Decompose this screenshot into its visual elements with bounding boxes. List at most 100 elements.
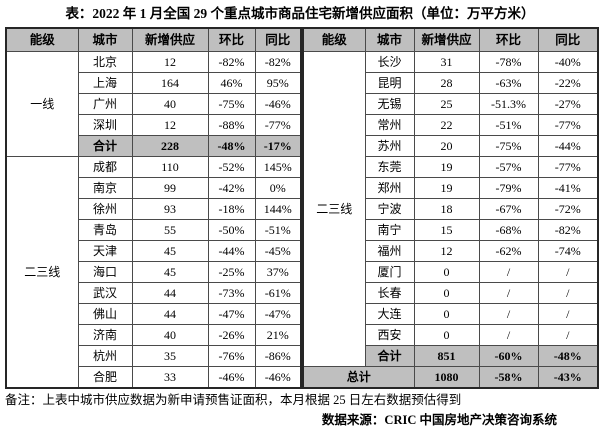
city-cell: 合计	[364, 345, 415, 367]
supply-cell: 45	[131, 261, 209, 283]
mom-cell: -76%	[207, 345, 256, 367]
mom-cell: -50%	[207, 219, 256, 241]
yoy-cell: -47%	[254, 303, 302, 325]
supply-cell: 0	[413, 282, 480, 304]
supply-cell: 110	[131, 156, 209, 178]
col-header: 新增供应	[131, 27, 209, 52]
mom-cell: -75%	[478, 135, 539, 157]
city-cell: 天津	[77, 240, 133, 262]
city-cell: 常州	[364, 114, 415, 136]
city-cell: 长沙	[364, 51, 415, 73]
city-row: 常州 22 -51% -77%	[303, 114, 599, 136]
table-header-left: 能级 城市 新增供应 环比 同比	[5, 27, 302, 52]
city-cell: 大连	[364, 303, 415, 325]
tables-wrap: 能级 城市 新增供应 环比 同比 一线 北京 12 -82% -82% 上海 164 46% 95% 广州…	[5, 27, 599, 389]
tier-label: 二三线	[302, 51, 366, 367]
city-cell: 成都	[77, 156, 133, 178]
city-row: 苏州 20 -75% -44%	[303, 135, 599, 157]
city-cell: 佛山	[77, 303, 133, 325]
grand-total-row: 总计 1080 -58% -43%	[302, 366, 599, 389]
city-row: 西安 0//	[303, 324, 599, 346]
mom-cell: -58%	[478, 366, 539, 389]
city-row: 长春 0//	[303, 282, 599, 304]
yoy-cell: -46%	[254, 366, 302, 389]
col-header: 新增供应	[413, 27, 480, 52]
col-header: 同比	[537, 27, 599, 52]
supply-cell: 40	[131, 324, 209, 346]
tier-label: 二三线	[5, 156, 79, 389]
yoy-cell: -77%	[537, 114, 599, 136]
mom-cell: -62%	[478, 240, 539, 262]
mom-cell: -51.3%	[478, 93, 539, 115]
yoy-cell: -43%	[537, 366, 599, 389]
table-header-right: 能级 城市 新增供应 环比 同比	[302, 27, 599, 52]
mom-cell: /	[478, 324, 539, 346]
city-cell: 上海	[77, 72, 133, 94]
city-row: 二三线 长沙 31 -78% -40%	[302, 51, 599, 367]
city-cell: 南宁	[364, 219, 415, 241]
supply-cell: 33	[131, 366, 209, 389]
yoy-cell: /	[537, 261, 599, 283]
mom-cell: -60%	[478, 345, 539, 367]
grand-total-label: 总计	[302, 366, 415, 389]
yoy-cell: -77%	[537, 156, 599, 178]
mom-cell: -47%	[207, 303, 256, 325]
mom-cell: -52%	[207, 156, 256, 178]
mom-cell: -67%	[478, 198, 539, 220]
supply-cell: 1080	[413, 366, 480, 389]
city-row: 一线 北京 12 -82% -82%	[5, 51, 302, 157]
supply-table-right: 能级 城市 新增供应 环比 同比 二三线 长沙 31 -78% -40% 昆明 28 -63% -22%…	[302, 27, 599, 389]
city-cell: 深圳	[77, 114, 133, 136]
subtotal-row: 合计 228 -48% -17%	[6, 135, 302, 157]
yoy-cell: -86%	[254, 345, 302, 367]
yoy-cell: -27%	[537, 93, 599, 115]
table-body-right: 二三线 长沙 31 -78% -40% 昆明 28 -63% -22% 无锡 25 -51.3% -27…	[302, 51, 599, 389]
yoy-cell: 145%	[254, 156, 302, 178]
city-cell: 杭州	[77, 345, 133, 367]
supply-cell: 164	[131, 72, 209, 94]
city-cell: 济南	[77, 324, 133, 346]
city-cell: 北京	[77, 51, 133, 73]
mom-cell: -75%	[207, 93, 256, 115]
mom-cell: -46%	[207, 366, 256, 389]
supply-cell: 18	[413, 198, 480, 220]
yoy-cell: /	[537, 282, 599, 304]
mom-cell: -79%	[478, 177, 539, 199]
city-row: 宁波 18 -67% -72%	[303, 198, 599, 220]
city-row: 福州 12 -62% -74%	[303, 240, 599, 262]
yoy-cell: -61%	[254, 282, 302, 304]
yoy-cell: /	[537, 303, 599, 325]
tier-label: 一线	[5, 51, 79, 157]
col-header: 同比	[254, 27, 302, 52]
mom-cell: -18%	[207, 198, 256, 220]
col-header: 环比	[478, 27, 539, 52]
yoy-cell: -40%	[537, 51, 599, 73]
yoy-cell: -82%	[254, 51, 302, 73]
mom-cell: -44%	[207, 240, 256, 262]
supply-cell: 19	[413, 156, 480, 178]
supply-cell: 35	[131, 345, 209, 367]
supply-cell: 15	[413, 219, 480, 241]
supply-cell: 99	[131, 177, 209, 199]
city-cell: 无锡	[364, 93, 415, 115]
mom-cell: -88%	[207, 114, 256, 136]
supply-cell: 12	[131, 51, 209, 73]
col-header: 环比	[207, 27, 256, 52]
supply-cell: 12	[413, 240, 480, 262]
city-cell: 青岛	[77, 219, 133, 241]
yoy-cell: -46%	[254, 93, 302, 115]
city-row: 上海 164 46% 95%	[6, 72, 302, 94]
city-cell: 昆明	[364, 72, 415, 94]
supply-cell: 55	[131, 219, 209, 241]
mom-cell: -25%	[207, 261, 256, 283]
city-cell: 西安	[364, 324, 415, 346]
supply-cell: 0	[413, 261, 480, 283]
mom-cell: /	[478, 303, 539, 325]
city-cell: 广州	[77, 93, 133, 115]
mom-cell: -42%	[207, 177, 256, 199]
yoy-cell: -44%	[537, 135, 599, 157]
supply-cell: 93	[131, 198, 209, 220]
yoy-cell: -48%	[537, 345, 599, 367]
mom-cell: /	[478, 261, 539, 283]
mom-cell: -82%	[207, 51, 256, 73]
